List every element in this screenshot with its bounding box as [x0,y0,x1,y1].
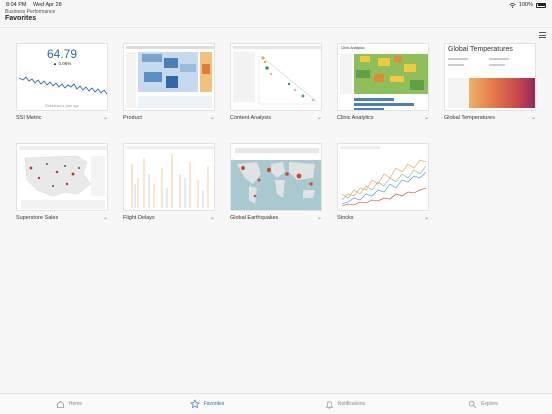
card-clinic-analytics[interactable]: Clinic Analytics Clinic Analytics ⌄ [337,43,429,121]
battery-percent: 100% [518,2,533,8]
card-label: Stocks [337,214,354,221]
tab-label: Notifications [337,401,366,407]
home-icon [56,400,64,408]
card-product[interactable]: Product ⌄ [123,43,215,121]
thumbnail-product[interactable] [123,43,215,111]
temperature-stripes-thumb [448,58,535,108]
card-content-analysis[interactable]: Content Analysis ⌄ [230,43,322,121]
tab-bar: Home Favorites Notifications Explore [0,393,552,414]
thumbnail-stocks[interactable] [337,143,429,211]
thumbnail-flight-delays[interactable] [123,143,215,211]
thumbnail-clinic-analytics[interactable]: Clinic Analytics [337,43,429,111]
page-title: Favorites [5,15,37,22]
card-stocks[interactable]: Stocks ⌄ [337,143,429,221]
card-ssi-metric[interactable]: 64.79 ▲ 0.06% Refreshed a year ago SSI M… [16,43,108,121]
earthquakes-map-thumb [231,144,321,210]
ssi-sparkline [18,76,107,95]
card-global-earthquakes[interactable]: Global Earthquakes ⌄ [230,143,322,221]
card-label: Product [123,114,142,121]
card-label: Global Earthquakes [230,214,279,221]
favorite-check-icon[interactable]: ⌄ [209,115,215,121]
card-label: Superstore Sales [16,214,59,221]
thumbnail-superstore-sales[interactable] [16,143,108,211]
card-global-temperatures[interactable]: Global Temperatures Glob [444,43,536,121]
card-label: Global Temperatures [444,114,495,121]
thumbnail-ssi-metric[interactable]: 64.79 ▲ 0.06% Refreshed a year ago [16,43,108,111]
content-analysis-thumb [233,46,321,105]
clinic-thumb-title: Clinic Analytics [341,46,365,50]
favorite-check-icon[interactable]: ⌄ [316,115,322,121]
favorite-check-icon[interactable]: ⌄ [530,115,536,121]
favorite-check-icon[interactable]: ⌄ [102,115,108,121]
clinic-heatmap-thumb [340,54,428,110]
ssi-refreshed: Refreshed a year ago [45,104,79,108]
thumbnail-content-analysis[interactable] [230,43,322,111]
tab-label: Home [68,401,83,407]
header: Business Performance Favorites [0,9,552,27]
header-divider [0,27,552,28]
card-label: Content Analysis [230,114,271,121]
card-label: SSI Metric [16,114,42,121]
status-left: 8:04 PM Wed Apr 28 [6,2,67,8]
tab-label: Favorites [203,401,225,407]
tab-home[interactable]: Home [0,394,138,414]
favorite-check-icon[interactable]: ⌄ [316,215,322,221]
status-right: 100% [509,2,546,8]
status-time: 8:04 PM [6,2,27,8]
thumbnail-global-temperatures[interactable]: Global Temperatures [444,43,536,111]
product-heatmap-thumb [126,46,214,108]
tab-explore[interactable]: Explore [414,394,552,414]
bell-icon [325,401,334,409]
superstore-map-thumb [19,146,107,209]
tab-favorites[interactable]: Favorites [138,394,276,414]
list-view-icon[interactable] [539,32,546,38]
wifi-icon [509,2,516,8]
card-flight-delays[interactable]: Flight Delays ⌄ [123,143,215,221]
temps-thumb-title: Global Temperatures [448,46,513,53]
stocks-lines-thumb [340,146,427,207]
star-icon [189,399,200,409]
ssi-change: ▲ 0.06% [52,61,72,66]
breadcrumb[interactable]: Business Performance [5,9,56,15]
battery-icon [536,2,546,8]
status-date: Wed Apr 28 [33,2,62,8]
flight-delays-thumb [126,146,214,208]
card-label: Flight Delays [123,214,155,221]
thumbnail-global-earthquakes[interactable] [230,143,322,211]
status-bar: 8:04 PM Wed Apr 28 100% [0,0,552,10]
search-icon [468,400,477,408]
card-label: Clinic Analytics [337,114,374,121]
ssi-value: 64.79 [46,47,78,61]
card-superstore-sales[interactable]: Superstore Sales ⌄ [16,143,108,221]
favorite-check-icon[interactable]: ⌄ [423,115,429,121]
tab-label: Explore [481,401,498,407]
favorite-check-icon[interactable]: ⌄ [102,215,108,221]
favorite-check-icon[interactable]: ⌄ [209,215,215,221]
tab-notifications[interactable]: Notifications [276,394,414,414]
favorite-check-icon[interactable]: ⌄ [423,215,429,221]
